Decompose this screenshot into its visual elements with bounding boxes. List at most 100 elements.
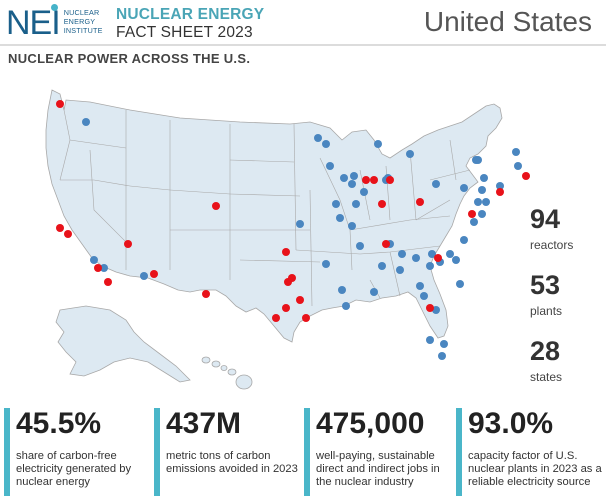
highlight-marker — [416, 198, 424, 206]
highlight-marker — [282, 248, 290, 256]
plant-marker — [456, 280, 464, 288]
plant-marker — [438, 352, 446, 360]
stat-label: plants — [530, 304, 563, 318]
highlight-marker — [124, 240, 132, 248]
metric-capacity-factor: 93.0% capacity factor of U.S. nuclear pl… — [456, 408, 604, 496]
plant-marker — [338, 286, 346, 294]
logo-line: INSTITUTE — [63, 25, 103, 35]
metric-description: metric tons of carbon emissions avoided … — [166, 450, 298, 475]
plant-marker — [460, 236, 468, 244]
highlight-marker — [434, 254, 442, 262]
plant-marker — [446, 250, 454, 258]
highlight-marker — [496, 188, 504, 196]
plant-marker — [326, 162, 334, 170]
highlight-marker — [378, 200, 386, 208]
highlight-marker — [202, 290, 210, 298]
title-line-1: NUCLEAR ENERGY — [116, 6, 265, 23]
metric-accent-bar — [456, 408, 462, 496]
metric-emissions-avoided: 437M metric tons of carbon emissions avo… — [154, 408, 300, 496]
metric-accent-bar — [154, 408, 160, 496]
nei-logo: NEI NUCLEAR ENERGY INSTITUTE — [6, 4, 103, 42]
us-land — [45, 89, 503, 390]
highlight-marker — [296, 296, 304, 304]
plant-marker — [440, 340, 448, 348]
highlight-marker — [64, 230, 72, 238]
logo-line: NUCLEAR — [63, 8, 100, 17]
metric-accent-bar — [304, 408, 310, 496]
stat-value: 28 — [530, 336, 561, 366]
metric-value: 45.5% — [16, 407, 102, 440]
stat-label: states — [530, 370, 563, 384]
plant-marker — [90, 256, 98, 264]
plant-marker — [512, 148, 520, 156]
stat-plants: 53 plants — [530, 270, 580, 318]
plant-marker — [336, 214, 344, 222]
plant-marker — [452, 256, 460, 264]
highlight-marker — [362, 176, 370, 184]
highlight-marker — [56, 100, 64, 108]
key-metrics: 45.5% share of carbon-free electricity g… — [0, 404, 606, 500]
plant-marker — [420, 292, 428, 300]
highlight-marker — [468, 210, 476, 218]
plant-marker — [474, 156, 482, 164]
logo-mark: NEI — [6, 4, 61, 40]
plant-marker — [432, 180, 440, 188]
plant-marker — [478, 210, 486, 218]
plant-marker — [322, 260, 330, 268]
highlight-marker — [522, 172, 530, 180]
hawaii — [201, 356, 253, 390]
stat-value: 94 — [530, 204, 561, 234]
highlight-marker — [56, 224, 64, 232]
plant-marker — [496, 182, 504, 190]
highlight-marker — [104, 278, 112, 286]
plant-marker — [416, 282, 424, 290]
stat-states: 28 states — [530, 336, 580, 384]
logo-line: ENERGY — [63, 16, 96, 26]
header-divider — [0, 44, 606, 46]
plant-marker — [428, 250, 436, 258]
plant-marker — [332, 200, 340, 208]
plant-marker — [478, 186, 486, 194]
contiguous-us — [45, 89, 503, 343]
plant-marker — [514, 162, 522, 170]
metric-value: 93.0% — [468, 407, 554, 440]
plant-marker — [340, 174, 348, 182]
highlight-marker — [150, 270, 158, 278]
highlight-marker — [94, 264, 102, 272]
stat-label: reactors — [530, 238, 574, 252]
logo-text: NUCLEAR ENERGY INSTITUTE — [63, 8, 103, 35]
plant-marker — [82, 118, 90, 126]
plant-marker — [322, 140, 330, 148]
plant-marker — [426, 336, 434, 344]
highlight-marker — [302, 314, 310, 322]
logo-dot-icon — [50, 4, 58, 11]
plant-marker — [374, 140, 382, 148]
section-title: NUCLEAR POWER ACROSS THE U.S. — [8, 51, 251, 66]
highlight-marker — [382, 240, 390, 248]
highlight-marker — [212, 202, 220, 210]
metric-description: share of carbon-free electricity generat… — [16, 450, 132, 488]
highlight-marker — [370, 176, 378, 184]
plant-marker — [370, 288, 378, 296]
highlight-marker — [288, 274, 296, 282]
metric-description: well-paying, sustainable direct and indi… — [316, 450, 440, 488]
plant-marker — [396, 266, 404, 274]
highlight-marker — [426, 304, 434, 312]
plant-marker — [378, 262, 386, 270]
plant-marker — [360, 188, 368, 196]
state-borders — [59, 109, 471, 307]
plant-marker — [406, 150, 414, 158]
plant-marker — [296, 220, 304, 228]
metric-value: 475,000 — [316, 407, 425, 440]
highlight-marker — [282, 304, 290, 312]
plant-marker — [460, 184, 468, 192]
plant-marker — [480, 174, 488, 182]
plant-marker — [412, 254, 420, 262]
plant-marker — [482, 198, 490, 206]
plant-marker — [352, 200, 360, 208]
fact-sheet-title: NUCLEAR ENERGY FACT SHEET 2023 — [116, 6, 264, 42]
plant-marker — [398, 250, 406, 258]
plant-marker — [356, 242, 364, 250]
plant-markers — [82, 118, 522, 360]
plant-marker — [350, 172, 358, 180]
